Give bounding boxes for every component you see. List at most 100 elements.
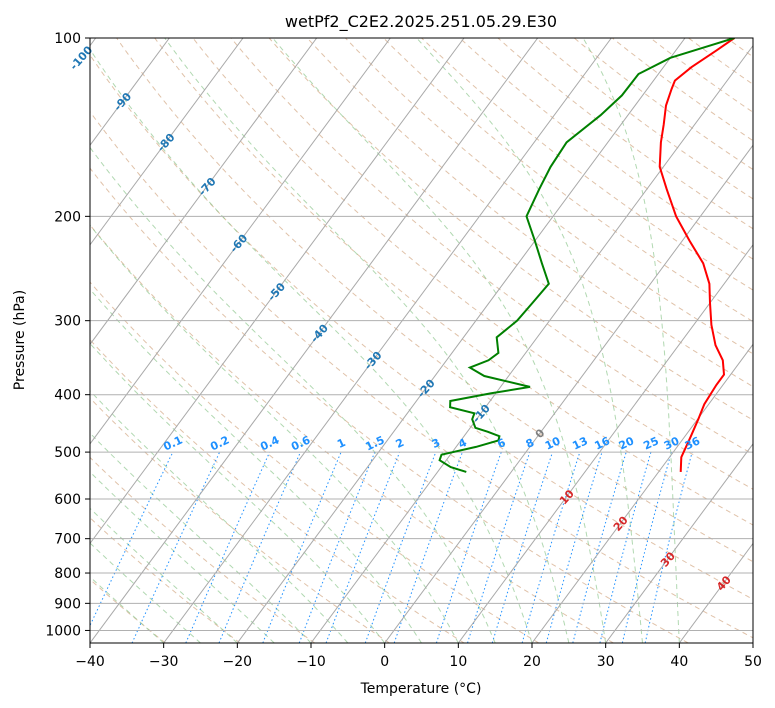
mixing-ratio-line xyxy=(491,451,553,643)
moist-adiabat xyxy=(416,38,643,643)
moist-adiabat xyxy=(90,224,459,643)
dry-adiabat xyxy=(90,54,753,600)
y-tick-label: 600 xyxy=(54,492,81,508)
isotherm-label: 10 xyxy=(557,487,577,507)
mixing-ratio-line xyxy=(467,451,531,643)
mixing-ratio-label: 13 xyxy=(570,434,589,452)
dry-adiabat xyxy=(611,38,753,142)
moist-adiabat xyxy=(90,146,496,643)
dry-adiabat xyxy=(90,397,390,643)
mixing-ratio-label: 6 xyxy=(495,436,508,451)
x-axis-ticks: −40 −30 −20 −10 0 10 20 30 40 50 xyxy=(75,643,762,670)
isotherm-line xyxy=(90,38,244,246)
isotherm-label: -50 xyxy=(265,280,288,304)
isotherm-line xyxy=(457,243,753,643)
isotherm-label: 40 xyxy=(714,573,734,593)
dry-adiabat xyxy=(116,38,753,563)
isotherm-label: -90 xyxy=(111,90,134,114)
x-tick-label: −40 xyxy=(75,654,105,670)
moist-adiabat xyxy=(90,542,201,643)
isotherm-line xyxy=(90,38,391,445)
isotherm-line xyxy=(90,38,318,346)
dry-adiabat xyxy=(90,578,166,643)
y-tick-label: 100 xyxy=(54,31,81,47)
mixing-ratio-label: 10 xyxy=(543,434,563,452)
mixing-ratio-label: 8 xyxy=(524,436,536,451)
y-tick-label: 200 xyxy=(54,209,81,225)
x-tick-label: 0 xyxy=(380,654,389,670)
dry-adiabat xyxy=(306,38,753,388)
isobar-lines xyxy=(90,38,753,631)
moist-adiabat xyxy=(164,38,570,643)
dry-adiabat xyxy=(90,339,465,643)
y-tick-label: 300 xyxy=(54,314,81,330)
dry-adiabat xyxy=(688,38,753,85)
dry-adiabat xyxy=(90,517,241,643)
isotherm-label: -20 xyxy=(415,377,438,401)
mixing-ratio-label: 30 xyxy=(662,434,682,452)
mixing-ratio-label: 0.6 xyxy=(289,433,312,453)
moist-adiabat xyxy=(90,342,386,643)
mixing-ratio-label: 36 xyxy=(683,434,703,452)
y-tick-label: 500 xyxy=(54,445,81,461)
moist-adiabat xyxy=(582,38,680,643)
mixing-ratio-label: 2 xyxy=(394,436,406,451)
isotherm-line xyxy=(163,38,612,643)
isotherm-line xyxy=(384,144,753,643)
y-tick-label: 1000 xyxy=(45,623,81,639)
mixing-ratio-line xyxy=(262,451,342,643)
background-lines xyxy=(90,38,775,643)
isotherm-label: -40 xyxy=(308,322,331,346)
y-tick-label: 700 xyxy=(54,532,81,548)
moist-adiabats xyxy=(90,38,680,643)
dewpoint-trace xyxy=(438,38,735,473)
dry-adiabat xyxy=(573,38,753,171)
moist-adiabat xyxy=(90,576,165,643)
mixing-ratio-lines xyxy=(90,451,693,643)
dry-adiabat xyxy=(90,167,689,643)
isotherm-line xyxy=(310,44,753,643)
moist-adiabat xyxy=(90,471,275,643)
mixing-ratio-line xyxy=(621,451,672,643)
mixing-ratio-label: 0.4 xyxy=(258,433,281,453)
mixing-ratio-label: 25 xyxy=(641,434,660,452)
isotherm-line xyxy=(90,38,539,643)
x-tick-label: −10 xyxy=(296,654,326,670)
dry-adiabat xyxy=(90,456,315,643)
temperature-trace xyxy=(658,38,735,472)
mixing-ratio-line xyxy=(90,451,174,627)
moist-adiabat xyxy=(90,432,312,643)
dry-adiabat xyxy=(535,38,753,200)
mixing-ratio-label: 1.5 xyxy=(363,433,386,453)
y-axis-ticks: 100 200 300 400 500 600 700 800 900 1000 xyxy=(45,31,90,639)
dry-adiabat xyxy=(383,38,753,323)
mixing-ratio-line xyxy=(131,451,221,643)
x-tick-label: −20 xyxy=(223,654,253,670)
mixing-ratio-line xyxy=(185,451,271,643)
isotherm-label: -70 xyxy=(196,175,219,199)
mixing-ratio-label: 3 xyxy=(430,436,442,451)
mixing-ratio-line xyxy=(599,451,652,643)
chart-title: wetPf2_C2E2.2025.251.05.29.E30 xyxy=(285,12,557,32)
moist-adiabat xyxy=(90,48,533,643)
dry-adiabat xyxy=(90,110,753,639)
mixing-ratio-label: 0.2 xyxy=(208,433,231,453)
dry-adiabat xyxy=(90,224,614,643)
isotherm-label: -60 xyxy=(227,232,250,256)
mixing-ratio-label: 16 xyxy=(593,434,613,452)
mixing-ratio-line xyxy=(521,451,581,643)
dry-adiabat xyxy=(765,38,775,643)
x-tick-label: 10 xyxy=(449,654,467,670)
mixing-ratio-line xyxy=(393,451,463,643)
isotherm-label: -30 xyxy=(362,349,385,373)
y-tick-label: 400 xyxy=(54,388,81,404)
mixing-ratio-line xyxy=(545,451,603,643)
mixing-ratio-line xyxy=(298,451,376,643)
isotherm-label: -100 xyxy=(67,43,95,72)
dry-adiabat xyxy=(230,38,753,455)
mixing-ratio-line xyxy=(325,451,401,643)
dry-adiabat xyxy=(726,38,753,58)
x-tick-label: 30 xyxy=(597,654,615,670)
y-tick-label: 800 xyxy=(54,566,81,582)
